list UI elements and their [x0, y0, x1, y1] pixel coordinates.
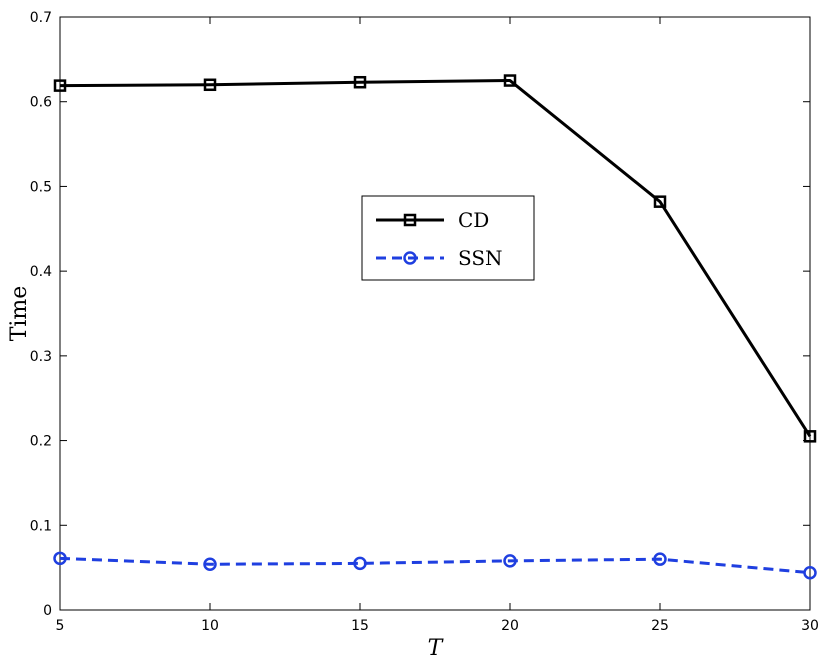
- series-ssn: [53, 551, 817, 580]
- data-point: [653, 552, 667, 566]
- data-point: [53, 551, 67, 566]
- legend-item-cd: CD: [376, 208, 489, 232]
- legend-label: CD: [458, 208, 489, 232]
- data-point: [803, 430, 817, 443]
- x-tick-label: 25: [651, 618, 669, 634]
- data-point: [353, 75, 367, 89]
- legend-box: [361, 195, 535, 281]
- plot-area: [59, 16, 811, 611]
- y-tick-label: 0: [43, 603, 52, 619]
- series-line-cd: [59, 79, 812, 438]
- legend-marker: [403, 251, 417, 265]
- y-tick-label: 0.6: [30, 95, 52, 111]
- x-tick-label: 15: [351, 618, 369, 634]
- data-point: [203, 557, 217, 572]
- y-axis-title: Time: [7, 286, 32, 342]
- data-point: [653, 195, 667, 208]
- x-tick-label: 30: [801, 618, 819, 634]
- legend-marker: [403, 213, 417, 227]
- data-point: [353, 556, 367, 571]
- y-tick-label: 0.1: [30, 518, 52, 534]
- legend-label: SSN: [458, 246, 503, 270]
- x-tick-label: 5: [56, 618, 65, 634]
- x-tick-label: 20: [501, 618, 519, 634]
- data-point: [53, 79, 67, 92]
- series-line-ssn: [59, 556, 811, 575]
- y-tick-label: 0.7: [30, 10, 52, 26]
- data-point: [803, 565, 817, 580]
- data-point: [203, 78, 217, 92]
- y-tick-label: 0.5: [30, 179, 52, 195]
- y-tick-label: 0.4: [30, 264, 52, 280]
- data-point: [503, 554, 517, 568]
- x-tick-label: 10: [201, 618, 219, 634]
- series-cd: [53, 74, 817, 443]
- y-tick-label: 0.2: [30, 434, 52, 450]
- axis-ticks: 5 10 15 20 25 30 0 0.1 0.2 0.3 0.4 0.5 0.6 0.7: [30, 10, 819, 634]
- legend: CD SSN: [361, 195, 535, 281]
- x-axis-title: T: [428, 636, 445, 661]
- y-tick-label: 0.3: [30, 349, 52, 365]
- data-point: [503, 74, 517, 87]
- axes-frame: [59, 16, 811, 611]
- legend-item-ssn: SSN: [376, 246, 503, 270]
- series-layer: [53, 74, 817, 580]
